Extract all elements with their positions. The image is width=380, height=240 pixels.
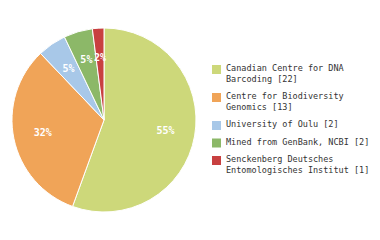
data-label: 55% — [157, 125, 175, 136]
legend-item: University of Oulu [2] — [212, 119, 339, 130]
legend-item: Centre for BiodiversityGenomics [13] — [212, 91, 344, 112]
legend-label-line: Mined from GenBank, NCBI [2] — [226, 137, 369, 147]
legend-swatch — [212, 121, 221, 130]
legend-label-line: University of Oulu [2] — [226, 119, 339, 129]
legend-swatch — [212, 93, 221, 102]
legend: Canadian Centre for DNABarcoding [22] Cen… — [212, 63, 369, 175]
data-label: 5% — [80, 54, 92, 65]
data-label: 2% — [94, 52, 106, 63]
legend-label-line: Genomics [13] — [226, 102, 293, 112]
legend-label: Mined from GenBank, NCBI [2] — [226, 137, 369, 147]
legend-item: Senckenberg DeutschesEntomologisches Ins… — [212, 154, 369, 175]
legend-label: Canadian Centre for DNABarcoding [22] — [226, 63, 344, 84]
legend-label: Centre for BiodiversityGenomics [13] — [226, 91, 344, 112]
legend-swatch — [212, 139, 221, 148]
legend-item: Canadian Centre for DNABarcoding [22] — [212, 63, 344, 84]
legend-label: Senckenberg DeutschesEntomologisches Ins… — [226, 154, 369, 175]
legend-item: Mined from GenBank, NCBI [2] — [212, 137, 369, 148]
legend-label-line: Senckenberg Deutsches — [226, 154, 333, 164]
chart: 55%32%5%5%2%Canadian Centre for DNABarco… — [0, 0, 380, 240]
legend-label-line: Barcoding [22] — [226, 74, 298, 84]
legend-swatch — [212, 156, 221, 165]
legend-swatch — [212, 65, 221, 74]
data-label: 32% — [34, 127, 52, 138]
legend-label-line: Entomologisches Institut [1] — [226, 165, 369, 175]
legend-label: University of Oulu [2] — [226, 119, 339, 129]
pie: 55%32%5%5%2% — [12, 28, 196, 212]
pie-slice — [64, 29, 104, 120]
pie-slice — [92, 28, 104, 120]
legend-label-line: Centre for Biodiversity — [226, 91, 344, 101]
data-label: 5% — [63, 63, 75, 74]
legend-label-line: Canadian Centre for DNA — [226, 63, 344, 73]
